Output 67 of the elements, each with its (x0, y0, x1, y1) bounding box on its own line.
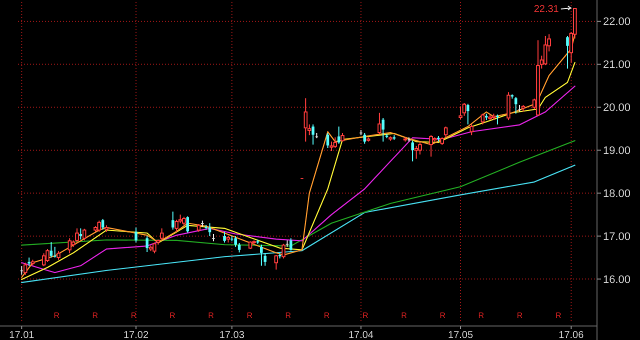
candlestick (82, 228, 86, 241)
annotation: R (285, 311, 292, 320)
candlestick (186, 216, 190, 234)
annotation: R (478, 311, 484, 320)
candlestick (330, 141, 334, 152)
annotation: 22.31 (534, 4, 560, 16)
candlestick (75, 228, 79, 244)
candlestick (97, 220, 102, 232)
candlestick (418, 142, 422, 155)
y-tick-label: 19.00 (603, 145, 631, 158)
annotation: R (130, 311, 137, 320)
candlestick (444, 126, 448, 138)
candlestick (514, 96, 518, 114)
annotation: R (54, 311, 60, 320)
candlestick (458, 106, 462, 120)
candlestick (506, 92, 510, 121)
candlestick (134, 227, 138, 244)
candlestick (333, 136, 338, 149)
y-tick-label: 17.00 (603, 230, 631, 243)
candlestick (382, 117, 384, 142)
x-tick-label: 17.06 (558, 330, 584, 340)
x-tick-label: 17.03 (219, 330, 245, 340)
candlestick (470, 124, 474, 136)
candlestick (101, 218, 104, 230)
candlestick (23, 262, 28, 276)
candlestick (326, 132, 330, 149)
annotation: R (170, 311, 176, 320)
annotation: R (246, 311, 253, 320)
candlestick (68, 238, 72, 254)
candlestick (429, 134, 433, 158)
y-tick-label: 22.00 (603, 16, 631, 28)
annotation: R (92, 311, 98, 320)
annotation: R (516, 311, 523, 320)
x-tick-label: 17.02 (123, 330, 149, 340)
candlestick (152, 242, 156, 254)
candlestick (50, 242, 53, 258)
candlestick (466, 103, 470, 125)
candlestick (566, 35, 569, 70)
candlestick (378, 112, 382, 134)
candlestick (411, 140, 414, 162)
candlestick (414, 145, 418, 160)
y-tick-label: 20.00 (603, 102, 631, 114)
candlestick (160, 228, 164, 241)
annotation: R (208, 311, 214, 320)
candlestick (337, 126, 340, 144)
y-tick-label: 16.00 (603, 274, 631, 286)
candlestick (46, 248, 50, 262)
candlestick (20, 266, 24, 276)
candlestick (146, 236, 148, 252)
candlestick (42, 252, 46, 267)
x-tick-label: 17.04 (348, 330, 374, 340)
candlestick (462, 102, 466, 116)
x-tick-label: 17.05 (448, 330, 474, 340)
x-tick-label: 17.01 (9, 330, 35, 340)
y-tick-label: 18.00 (603, 188, 631, 200)
candlestick (480, 113, 485, 125)
annotation: R (362, 311, 369, 320)
candlestick (172, 211, 174, 230)
annotation: R (556, 311, 562, 320)
candlestick (304, 98, 308, 142)
annotation: R (401, 311, 408, 320)
candlestick (223, 231, 226, 244)
candlestick (363, 132, 366, 144)
annotation: R (324, 311, 330, 320)
annotation: R (440, 311, 446, 320)
y-tick-label: 21.00 (603, 59, 631, 72)
candlestick (543, 35, 548, 66)
